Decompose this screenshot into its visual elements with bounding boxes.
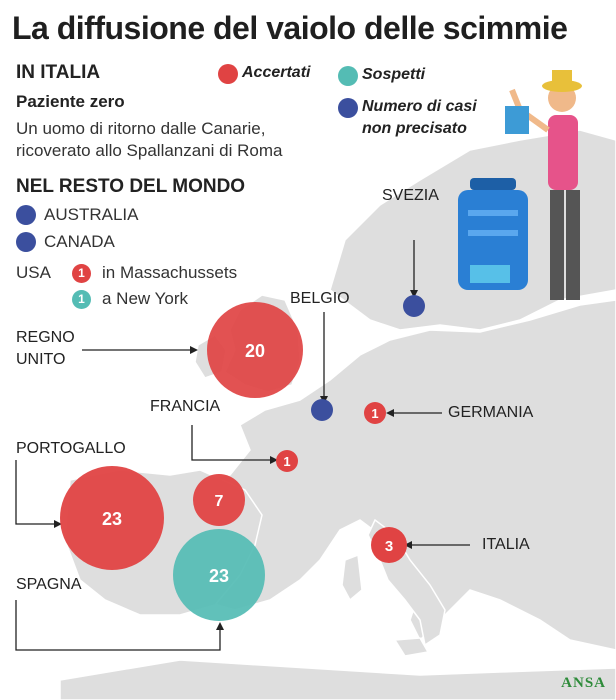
sicily-land — [393, 637, 430, 657]
pointer-portogallo — [15, 460, 56, 525]
usa-label: USA — [16, 263, 51, 282]
canada-label: CANADA — [44, 232, 115, 251]
australia-label: AUSTRALIA — [44, 205, 139, 224]
uk-value: 20 — [245, 341, 265, 361]
portugal-bubble — [60, 466, 164, 570]
australia-dot — [16, 205, 36, 225]
pointer-spagna — [15, 600, 221, 651]
belgium-dot — [311, 399, 333, 421]
germany-bubble — [364, 402, 386, 424]
spain-suspected-value: 23 — [209, 566, 229, 586]
world-heading: NEL RESTO DEL MONDO — [16, 176, 246, 197]
italy-value: 3 — [385, 538, 393, 555]
label-germania: GERMANIA — [448, 404, 534, 421]
legend-confirmed-swatch — [218, 64, 238, 84]
usa-massachusetts-count: 1 — [72, 264, 91, 283]
label-italia: ITALIA — [482, 536, 530, 553]
page-title: La diffusione del vaiolo delle scimmie — [12, 10, 568, 46]
pointer-francia — [191, 425, 272, 461]
patient-desc-line2: ricoverato allo Spallanzani di Roma — [16, 141, 283, 160]
spain-suspected-bubble — [173, 529, 265, 621]
portugal-value: 23 — [102, 509, 122, 529]
france-value: 1 — [283, 454, 290, 469]
spain-confirmed-value: 7 — [215, 493, 224, 510]
germany-value: 1 — [371, 406, 378, 421]
usa-massachusetts-label: in Massachussets — [102, 263, 238, 282]
legend-unspecified-line1: Numero di casi — [362, 98, 477, 115]
legend-confirmed: Accertati — [242, 64, 311, 81]
tourist-illustration — [458, 70, 582, 300]
patient-zero-label: Paziente zero — [16, 92, 125, 111]
uk-bubble — [207, 302, 303, 398]
credit-logo: ANSA — [561, 675, 606, 691]
legend-unspecified-line2: non precisato — [362, 120, 467, 137]
italy-bubble — [371, 527, 407, 563]
usa-newyork-count: 1 — [72, 290, 91, 309]
label-spagna: SPAGNA — [16, 576, 82, 593]
label-francia: FRANCIA — [150, 398, 221, 415]
canada-dot — [16, 232, 36, 252]
sardinia-land — [341, 553, 363, 602]
spain-confirmed-bubble — [193, 474, 245, 526]
north-africa-land — [59, 659, 616, 700]
legend-suspected: Sospetti — [362, 66, 426, 83]
label-regno-unito: REGNO UNITO — [16, 329, 75, 368]
france-bubble — [276, 450, 298, 472]
italy-heading: IN ITALIA — [16, 62, 101, 83]
label-svezia: SVEZIA — [382, 187, 439, 204]
patient-desc-line1: Un uomo di ritorno dalle Canarie, — [16, 119, 266, 138]
sweden-dot — [403, 295, 425, 317]
usa-newyork-label: a New York — [102, 289, 188, 308]
label-portogallo: PORTOGALLO — [16, 440, 126, 457]
legend-unspecified-swatch — [338, 98, 358, 118]
legend-suspected-swatch — [338, 66, 358, 86]
label-belgio: BELGIO — [290, 290, 350, 307]
